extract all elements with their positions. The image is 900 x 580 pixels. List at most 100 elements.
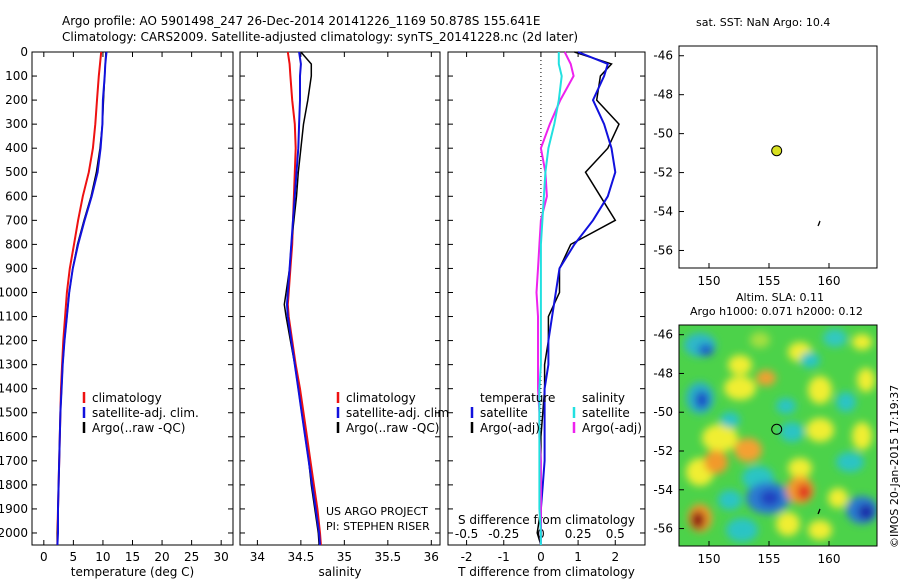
sst-ytick-label: -52	[653, 166, 673, 180]
sst-xtick-label: 160	[818, 274, 841, 288]
sla-xtick-label: 155	[758, 552, 781, 566]
sla-anomaly-blob	[836, 452, 864, 472]
temp-ytick-label: 1200	[0, 334, 28, 348]
sla-anomaly-blob	[857, 368, 875, 392]
temp-ytick-label: 1500	[0, 406, 28, 420]
sst-argo-marker	[771, 145, 783, 157]
temp-ytick-label: 1700	[0, 454, 28, 468]
sal-legend-label: climatology	[346, 391, 416, 405]
sla-map-title-line1: Altim. SLA: 0.11	[736, 291, 825, 304]
sla-anomaly-blob	[734, 438, 762, 462]
sla-anomaly-blob	[852, 334, 872, 350]
imos-watermark: ©IMOS 20-Jan-2015 17:19:37	[888, 384, 900, 548]
sla-ytick-label: -52	[653, 444, 673, 458]
sla-anomaly-blob	[852, 422, 872, 450]
temp-ytick-label: 600	[5, 189, 28, 203]
temp-xtick-label: 0	[40, 550, 48, 564]
sal-xtick-label: 35	[337, 550, 352, 564]
sal-series-satellite	[285, 51, 321, 546]
sla-anomaly-blob	[836, 392, 856, 412]
sst-ytick-label: -46	[653, 49, 673, 63]
diff-xtick-label: 1	[574, 550, 582, 564]
temp-ytick-label: 1000	[0, 285, 28, 299]
temp-legend-label: Argo(..raw -QC)	[92, 421, 185, 435]
diff-s-tick-label: -0.5	[455, 527, 478, 541]
diff-xtick-label: 0	[537, 550, 545, 564]
sla-anomaly-blob	[691, 511, 705, 529]
sla-anomaly-blob	[728, 355, 752, 375]
diff-temp-legend-label: satellite	[480, 406, 528, 420]
sla-anomaly-blob	[776, 398, 796, 414]
sst-ytick-label: -56	[653, 243, 673, 257]
temp-ytick-label: 700	[5, 213, 28, 227]
sla-anomaly-blob	[806, 418, 834, 442]
sla-anomaly-blob	[718, 490, 742, 510]
diff-sal-legend-label: Argo(-adj)	[582, 421, 642, 435]
sal-xtick-label: 36	[424, 550, 439, 564]
sla-anomaly-blob	[756, 370, 776, 386]
temp-xtick-label: 5	[70, 550, 78, 564]
sla-anomaly-blob	[808, 376, 832, 404]
sla-heatmap-group	[679, 325, 877, 546]
sla-map-title-line2: Argo h1000: 0.071 h2000: 0.12	[690, 305, 863, 318]
figure-title-line1: Argo profile: AO 5901498_247 26-Dec-2014…	[62, 14, 541, 28]
temp-xtick-label: 20	[154, 550, 169, 564]
figure-title-line2: Climatology: CARS2009. Satellite-adjuste…	[62, 30, 579, 44]
temp-ytick-label: 300	[5, 117, 28, 131]
sla-xtick-label: 160	[818, 552, 841, 566]
sla-argo-marker	[771, 423, 783, 435]
diff-s-tick-label: -0.25	[488, 527, 519, 541]
sst-island	[817, 220, 821, 227]
diff-sal-legend-label: satellite	[582, 406, 630, 420]
sla-anomaly-blob	[750, 332, 770, 348]
sal-xtick-label: 34.5	[288, 550, 315, 564]
sal-xtick-label: 34	[250, 550, 265, 564]
sst-xtick-label: 155	[758, 274, 781, 288]
temp-ytick-label: 800	[5, 237, 28, 251]
credit-pi: PI: STEPHEN RISER	[326, 520, 430, 533]
diff-series-sal-argo	[535, 51, 575, 545]
sst-ytick-label: -50	[653, 127, 673, 141]
temp-legend-label: climatology	[92, 391, 162, 405]
diff-series-sal-satellite	[538, 52, 563, 545]
temp-xtick-label: 15	[125, 550, 140, 564]
sla-anomaly-blob	[704, 450, 728, 474]
temp-ytick-label: 100	[5, 69, 28, 83]
temp-ytick-label: 2000	[0, 526, 28, 540]
sla-anomaly-blob	[720, 412, 740, 428]
sla-map-frame	[678, 324, 878, 547]
sla-ytick-label: -46	[653, 328, 673, 342]
sla-anomaly-blob	[797, 484, 811, 500]
diff-temp-legend-label: Argo(-adj)	[480, 421, 540, 435]
temp-axes-frame	[31, 51, 234, 546]
sla-anomaly-blob	[780, 422, 804, 442]
sla-ytick-label: -48	[653, 366, 673, 380]
diff-series-temp-satellite	[539, 51, 617, 545]
sla-anomaly-blob	[776, 512, 800, 536]
temp-xtick-label: 25	[184, 550, 199, 564]
sla-anomaly-blob	[823, 329, 847, 347]
diff-xtick-label: 2	[611, 550, 619, 564]
diff-axes-frame	[447, 51, 646, 546]
sst-ytick-label: -54	[653, 205, 673, 219]
temp-ytick-label: 900	[5, 261, 28, 275]
sst-map-frame	[678, 45, 878, 269]
temp-series-satellite	[56, 51, 108, 546]
temp-ytick-label: 0	[20, 45, 28, 59]
diff-xtick-label: -1	[498, 550, 510, 564]
sst-xtick-label: 150	[698, 274, 721, 288]
sla-heatmap-blobs	[684, 329, 877, 542]
temp-ytick-label: 1600	[0, 430, 28, 444]
sal-legend-label: Argo(..raw -QC)	[346, 421, 439, 435]
diff-s-axis-label: S difference from climatology	[458, 513, 635, 527]
sla-anomaly-blob	[702, 424, 738, 452]
sla-anomaly-blob	[698, 344, 714, 356]
sal-legend-label: satellite-adj. clim.	[346, 406, 453, 420]
sal-xlabel: salinity	[318, 565, 361, 579]
temp-xlabel: temperature (deg C)	[71, 565, 194, 579]
diff-s-tick-label: 0.5	[606, 527, 625, 541]
sla-ytick-label: -54	[653, 483, 673, 497]
temp-ytick-label: 1800	[0, 478, 28, 492]
temp-ytick-label: 1400	[0, 382, 28, 396]
credit-project: US ARGO PROJECT	[326, 505, 428, 518]
